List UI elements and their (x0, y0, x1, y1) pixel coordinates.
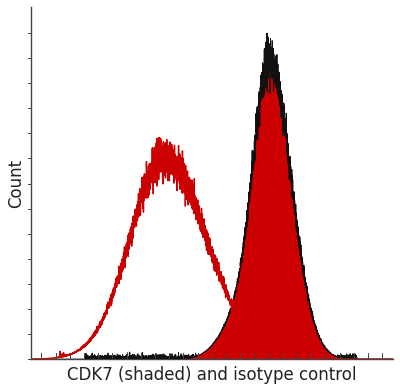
X-axis label: CDK7 (shaded) and isotype control: CDK7 (shaded) and isotype control (67, 366, 356, 384)
Y-axis label: Count: Count (7, 158, 25, 208)
